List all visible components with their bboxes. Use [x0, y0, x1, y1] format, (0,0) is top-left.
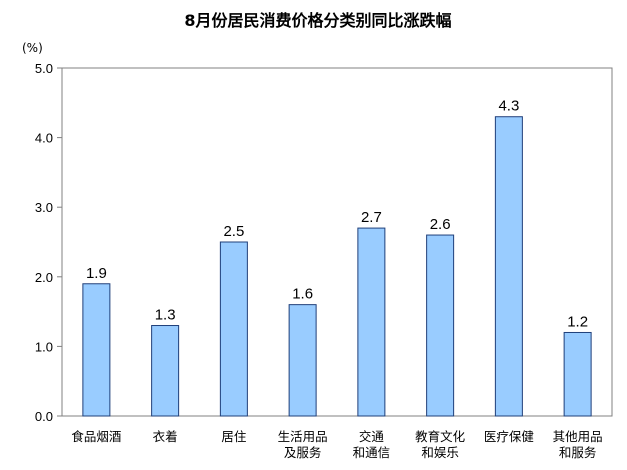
- data-label: 4.3: [498, 98, 519, 115]
- y-tick-label: 2.0: [35, 270, 53, 285]
- bar: [151, 325, 180, 417]
- bar: [357, 227, 386, 417]
- category-label: 和服务: [559, 445, 597, 460]
- bar: [563, 331, 592, 417]
- data-label: 1.3: [155, 307, 176, 324]
- bar: [82, 283, 111, 417]
- category-label: 居住: [221, 429, 247, 444]
- bar: [426, 234, 455, 417]
- plot-area: [61, 67, 613, 417]
- y-tick-label: 1.0: [35, 339, 53, 354]
- category-label: 食品烟酒: [71, 429, 121, 444]
- category-label: 衣着: [153, 429, 178, 444]
- y-axis-unit: (%): [22, 41, 43, 55]
- bar: [219, 241, 248, 417]
- category-label: 生活用品: [278, 429, 328, 444]
- category-label: 医疗保健: [484, 429, 535, 444]
- y-tick-label: 0.0: [35, 409, 53, 424]
- y-tick-label: 4.0: [35, 131, 53, 146]
- bar: [288, 304, 317, 417]
- chart-title: 8月份居民消费价格分类别同比涨跌幅: [184, 11, 451, 30]
- category-label: 和通信: [353, 445, 391, 460]
- category-label: 和娱乐: [421, 445, 459, 460]
- data-label: 1.2: [567, 313, 588, 330]
- data-label: 1.9: [86, 265, 107, 282]
- category-label: 其他用品: [553, 429, 603, 444]
- y-tick-label: 5.0: [35, 61, 53, 76]
- data-label: 2.6: [430, 216, 451, 233]
- category-label: 及服务: [284, 445, 322, 460]
- bar: [494, 116, 523, 417]
- y-tick-label: 3.0: [35, 200, 53, 215]
- data-label: 2.7: [361, 209, 382, 226]
- data-label: 1.6: [292, 286, 313, 303]
- data-label: 2.5: [223, 223, 244, 240]
- category-label: 交通: [359, 429, 385, 444]
- category-label: 教育文化: [415, 429, 466, 444]
